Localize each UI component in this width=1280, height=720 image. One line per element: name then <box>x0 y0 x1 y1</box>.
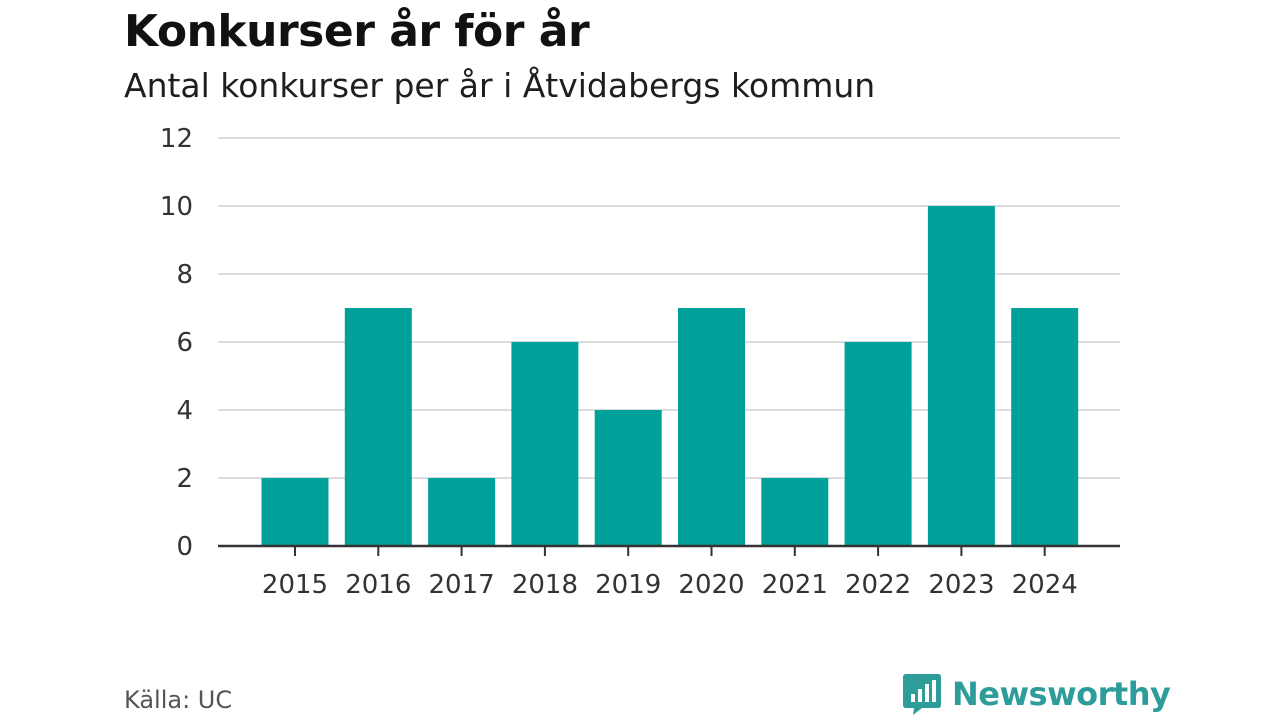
newsworthy-logo-icon <box>903 674 941 715</box>
y-tick-label: 12 <box>160 124 193 154</box>
brand-name: Newsworthy <box>952 675 1171 713</box>
newsworthy-logo: Newsworthy <box>902 672 1171 716</box>
x-tick-label: 2017 <box>429 570 495 600</box>
x-tick-label: 2023 <box>928 570 994 600</box>
bar-2022 <box>844 342 912 546</box>
x-tick-label: 2019 <box>595 570 661 600</box>
source-note: Källa: UC <box>124 686 233 714</box>
bar-2016 <box>344 308 412 546</box>
y-tick-label: 4 <box>176 396 193 426</box>
bar-2015 <box>261 478 329 546</box>
y-tick-label: 2 <box>176 464 193 494</box>
x-tick-label: 2021 <box>762 570 828 600</box>
x-tick-label: 2015 <box>262 570 328 600</box>
bar-2023 <box>927 206 995 546</box>
bar-2020 <box>678 308 745 546</box>
y-tick-label: 8 <box>176 260 193 290</box>
x-tick-label: 2024 <box>1012 570 1078 600</box>
bar-2019 <box>594 410 662 546</box>
bar-2017 <box>428 478 496 546</box>
x-tick-label: 2020 <box>678 570 744 600</box>
x-tick-label: 2022 <box>845 570 911 600</box>
y-tick-label: 0 <box>176 532 193 562</box>
y-tick-label: 6 <box>176 328 193 358</box>
bar-2024 <box>1011 308 1079 546</box>
bar-2021 <box>761 478 829 546</box>
y-tick-label: 10 <box>160 192 193 222</box>
chart-title: Konkurser år för år <box>124 6 590 57</box>
bars <box>261 206 1079 546</box>
x-tick-label: 2018 <box>512 570 578 600</box>
x-tick-label: 2016 <box>345 570 411 600</box>
axes: 0 2 4 6 8 10 12 2015 2016 2017 2018 2019 2020 2021 202… <box>160 124 1120 600</box>
bar-2018 <box>511 342 579 546</box>
chart-subtitle: Antal konkurser per år i Åtvidabergs kom… <box>124 66 876 105</box>
